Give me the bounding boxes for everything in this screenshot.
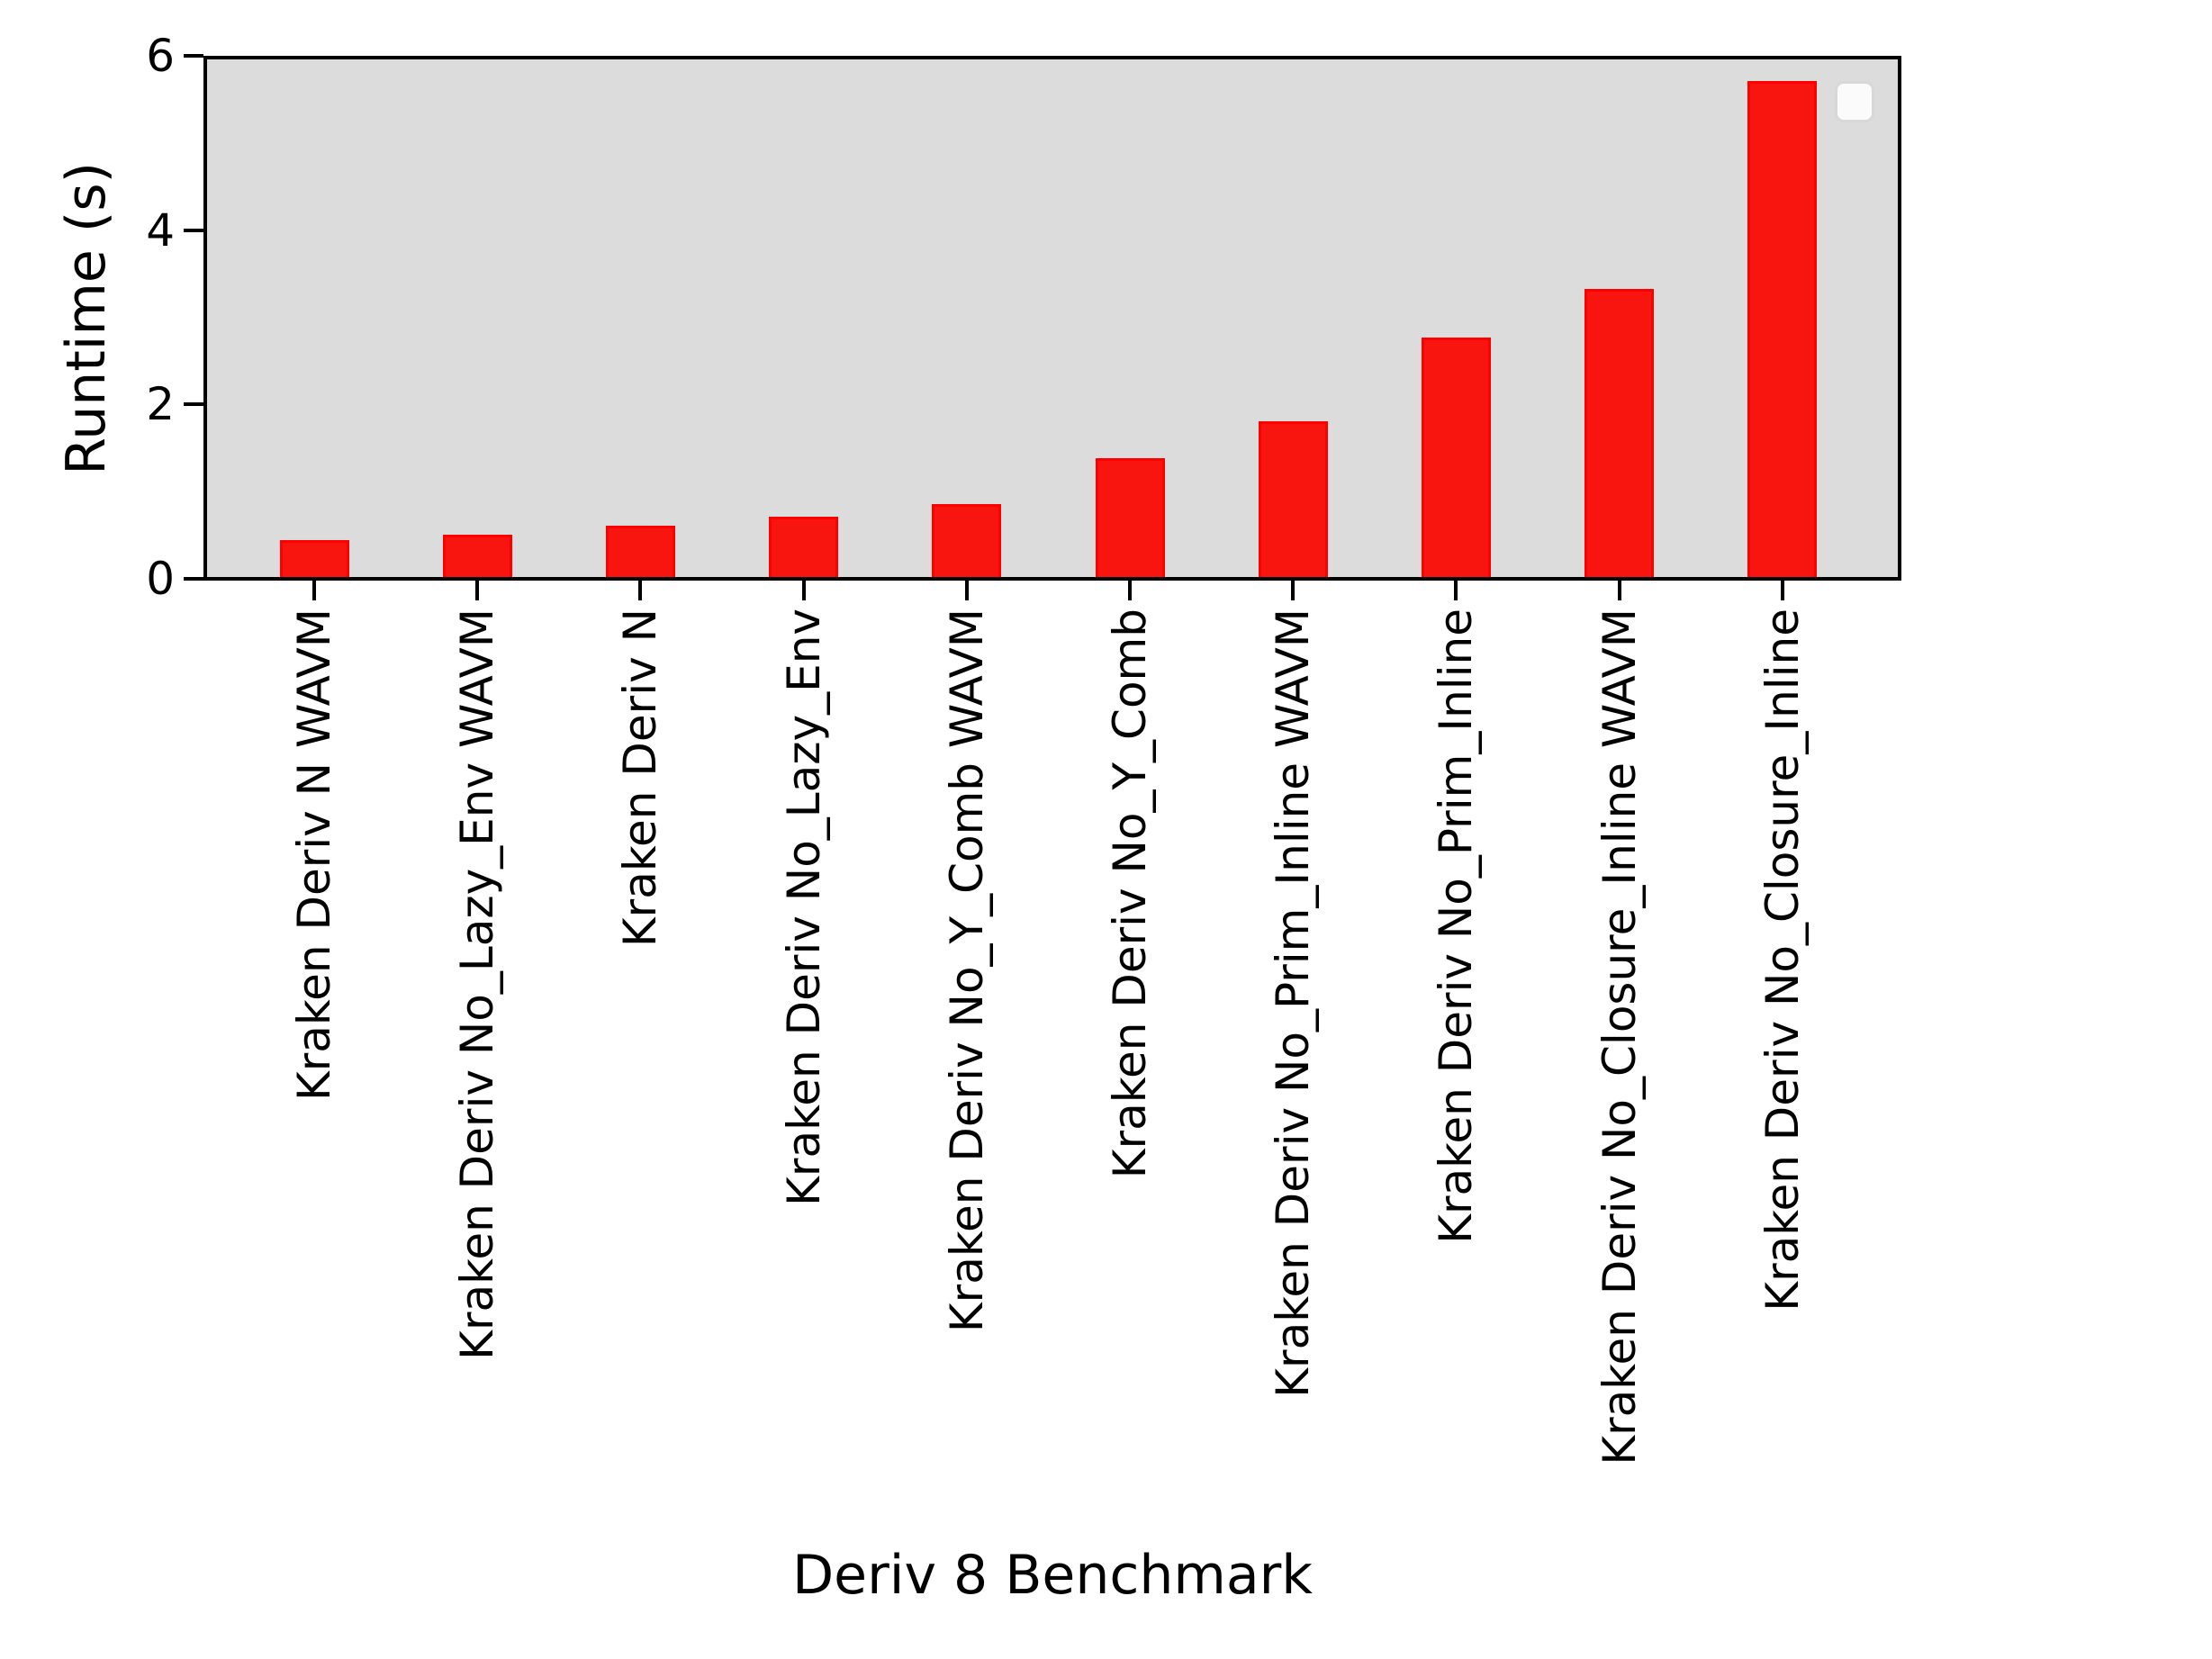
x-tick-label: Kraken Deriv No_Prim_Inline WAVM (1267, 609, 1320, 1398)
bar (1095, 458, 1165, 577)
x-tick-mark (964, 581, 969, 600)
y-tick-label: 4 (146, 203, 175, 257)
x-tick-mark (312, 581, 316, 600)
x-tick-mark (1291, 581, 1296, 600)
y-tick-label: 0 (146, 553, 175, 605)
legend-box (1835, 81, 1874, 122)
bar (769, 517, 839, 577)
bars-layer (207, 59, 1898, 577)
x-tick-mark (638, 581, 643, 600)
x-tick-label: Kraken Deriv No_Lazy_Env (777, 609, 830, 1206)
x-tick-label: Kraken Deriv No_Y_Comb WAVM (940, 609, 993, 1333)
bar (1258, 421, 1328, 577)
x-axis-title: Deriv 8 Benchmark (791, 1544, 1314, 1607)
x-tick-mark (1780, 581, 1784, 600)
plot-area (203, 56, 1901, 581)
y-axis-label-wrap: Runtime (s) (52, 56, 121, 581)
bar (1421, 338, 1491, 577)
x-tick-mark (1454, 581, 1458, 600)
x-tick-mark (1617, 581, 1621, 600)
x-tick-label: Kraken Deriv No_Closure_Inline WAVM (1593, 609, 1646, 1465)
x-tick-label: Kraken Deriv No_Closure_Inline (1756, 609, 1809, 1312)
x-tick-mark (1128, 581, 1132, 600)
x-tick-mark (801, 581, 806, 600)
x-tick-mark (475, 581, 480, 600)
bar (1747, 81, 1818, 577)
x-tick-label: Kraken Deriv N WAVM (288, 609, 340, 1102)
bar (605, 526, 675, 577)
y-tick-label: 6 (146, 30, 175, 82)
y-tick-mark (184, 402, 203, 407)
x-tick-label: Kraken Deriv N (614, 609, 667, 948)
y-tick-mark (184, 577, 203, 581)
y-tick-mark (184, 54, 203, 58)
bar (442, 535, 512, 577)
bar (932, 504, 1002, 577)
x-tick-label: Kraken Deriv No_Lazy_Env WAVM (451, 609, 504, 1360)
x-tick-label: Kraken Deriv No_Prim_Inline (1430, 609, 1483, 1244)
y-tick-label: 2 (146, 378, 175, 431)
y-tick-mark (184, 228, 203, 232)
bar (1585, 289, 1655, 577)
x-tick-label: Kraken Deriv No_Y_Comb (1104, 609, 1156, 1179)
bar (279, 540, 349, 577)
